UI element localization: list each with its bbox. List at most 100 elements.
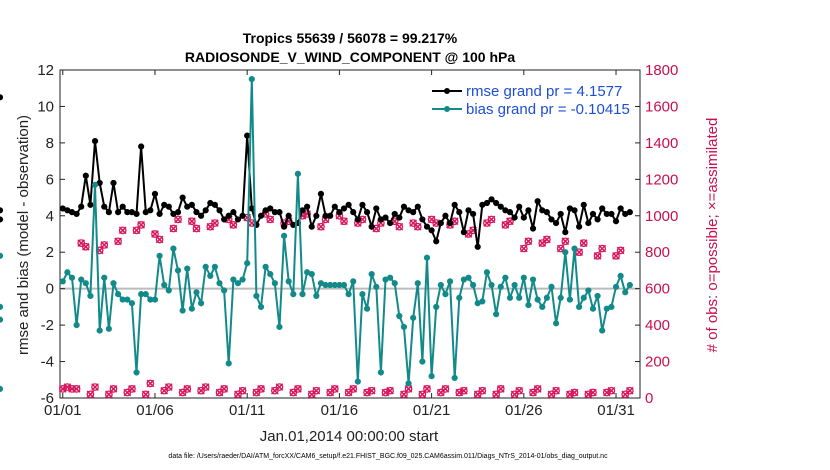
obs-assimilated-point <box>584 390 593 399</box>
series-point-rmse <box>400 203 408 210</box>
obs-assimilated-point <box>118 226 127 235</box>
series-point-bias <box>290 291 297 298</box>
obs-assimilated-point <box>543 235 551 244</box>
obs-assimilated-point <box>616 246 625 255</box>
obs-assimilated-point <box>275 383 284 391</box>
obs-assimilated-point <box>86 390 95 399</box>
y-tick-label: 10 <box>37 98 54 115</box>
series-point-bias <box>396 312 403 320</box>
series-point-rmse <box>280 223 288 230</box>
series-point-rmse <box>257 212 265 219</box>
series-point-rmse <box>225 212 232 219</box>
series-point-bias <box>179 307 186 314</box>
series-point-bias <box>414 280 421 287</box>
obs-possible-point <box>524 237 533 246</box>
series-point-bias <box>253 292 260 300</box>
series-point-bias <box>566 296 574 303</box>
series-point-rmse <box>82 172 89 179</box>
obs-possible-point <box>137 221 145 229</box>
series-point-bias <box>612 283 620 290</box>
series-point-bias <box>244 260 251 267</box>
obs-possible-point <box>206 222 215 231</box>
obs-assimilated-point <box>455 388 464 397</box>
obs-possible-point <box>344 388 353 397</box>
y-tick-label-right: 0 <box>645 390 653 407</box>
series-point-rmse <box>234 216 242 223</box>
series-point-rmse <box>608 210 615 218</box>
obs-possible-point <box>492 390 501 399</box>
obs-possible-point <box>501 221 510 229</box>
series-point-rmse <box>193 209 200 216</box>
series-point-bias <box>451 374 458 382</box>
obs-possible-point <box>118 226 127 235</box>
series-point-bias <box>368 270 375 278</box>
series-point-bias <box>516 294 523 301</box>
series-point-rmse <box>327 212 334 219</box>
y-tick-label: 2 <box>46 244 54 261</box>
series-point-rmse <box>437 219 444 227</box>
series-point-bias <box>188 305 195 312</box>
series-point-bias <box>197 300 205 307</box>
series-point-bias <box>124 296 131 303</box>
obs-assimilated-point <box>238 386 247 395</box>
plot-area: -6 -4 -2 0 2 4 6 8 10 12 0 200 400 600 800 1000 1200 1400… <box>0 62 678 419</box>
series-point-rmse <box>308 223 315 230</box>
series-point-rmse <box>331 203 338 210</box>
series-point-rmse <box>534 198 541 205</box>
series-point-rmse <box>470 210 477 218</box>
obs-assimilated-point <box>174 215 182 224</box>
series-point-rmse <box>562 229 569 236</box>
series-point-bias <box>73 322 80 329</box>
series-point-rmse <box>423 223 431 230</box>
obs-possible-point <box>473 390 482 399</box>
obs-possible-point <box>607 386 616 395</box>
series-point-bias <box>488 281 495 289</box>
series-point-rmse <box>317 190 325 198</box>
obs-possible-point <box>105 390 113 399</box>
x-tick-label: 01/26 <box>505 402 543 419</box>
obs-assimilated-point <box>602 388 611 397</box>
obs-assimilated-point <box>317 222 325 231</box>
series-point-bias <box>308 270 315 278</box>
obs-possible-point <box>349 385 358 393</box>
series-point-bias <box>271 280 278 287</box>
series-point-rmse <box>359 201 366 208</box>
legend-marker <box>444 106 450 112</box>
series-point-bias <box>626 281 633 289</box>
obs-assimilated-point <box>395 222 404 231</box>
series-point-bias <box>225 360 232 367</box>
series-point-rmse <box>73 210 80 218</box>
obs-possible-point <box>547 390 556 399</box>
series-point-bias <box>585 287 592 294</box>
series-point-rmse <box>548 216 555 223</box>
obs-possible-point <box>81 242 90 251</box>
series-point-bias <box>78 276 85 283</box>
obs-possible-point <box>91 383 99 391</box>
series-point-rmse <box>474 243 481 250</box>
obs-possible-point <box>487 215 496 224</box>
obs-possible-point <box>496 385 505 393</box>
obs-possible-point <box>132 226 141 235</box>
obs-possible-point <box>201 383 210 391</box>
obs-possible-point <box>289 388 298 397</box>
obs-assimilated-point <box>363 388 371 397</box>
obs-possible-point <box>409 219 418 227</box>
obs-possible-point <box>579 239 588 247</box>
obs-possible-point <box>506 217 514 226</box>
obs-possible-point <box>538 239 547 247</box>
series-point-bias <box>502 274 509 281</box>
series-point-rmse <box>511 214 518 221</box>
y-tick-label-right: 1000 <box>645 208 678 225</box>
series-point-rmse <box>340 205 348 212</box>
series-point-rmse <box>543 209 550 216</box>
y-tick-label: 0 <box>46 281 54 298</box>
obs-assimilated-point <box>81 242 90 251</box>
obs-assimilated-point <box>533 385 542 393</box>
obs-possible-point <box>77 239 86 247</box>
series-point-bias <box>248 76 255 83</box>
series-point-rmse <box>211 201 219 208</box>
series-point-bias <box>400 323 408 331</box>
y-tick-label: -6 <box>41 390 54 407</box>
obs-possible-point <box>146 379 155 388</box>
y-axis-label: rmse and bias (model - observation) <box>15 115 32 355</box>
